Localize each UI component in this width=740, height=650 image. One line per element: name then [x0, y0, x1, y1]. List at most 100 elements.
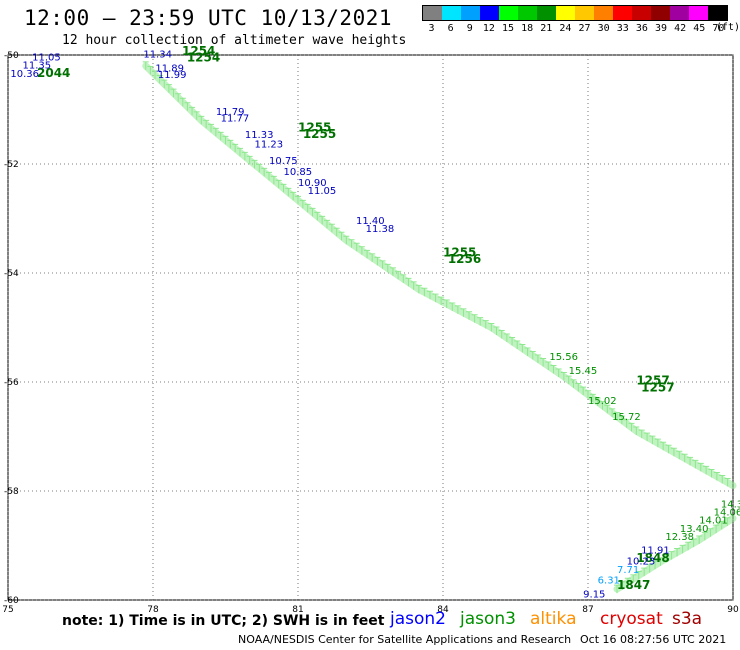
track-marker	[696, 535, 703, 545]
track-marker	[630, 574, 637, 583]
time-label: 2044	[37, 66, 70, 80]
track-marker	[609, 408, 616, 417]
x-tick-label: 87	[582, 605, 593, 615]
track-marker	[241, 151, 248, 161]
track-marker	[718, 521, 725, 530]
swh-value-label: 11.38	[366, 224, 395, 235]
swh-value-label: 6.31	[598, 576, 620, 587]
track-marker	[585, 390, 591, 399]
swh-value-label: 15.45	[569, 366, 598, 377]
track-marker	[560, 372, 567, 381]
track-marker	[670, 447, 677, 457]
x-tick-label: 90	[727, 605, 739, 615]
legend-swatch	[461, 6, 480, 20]
time-label: 1257	[641, 380, 674, 394]
y-tick-label: -60	[4, 596, 19, 606]
track-marker	[443, 299, 450, 309]
swh-value-label: 10.36	[10, 69, 39, 80]
track-marker	[713, 524, 720, 534]
track-marker	[251, 159, 258, 169]
y-tick-label: -52	[4, 160, 19, 170]
track-marker	[604, 404, 611, 414]
legend-label: 30	[597, 23, 610, 34]
swh-value-label: 15.02	[588, 396, 617, 407]
track-marker	[599, 401, 606, 410]
plot-frame	[7, 54, 734, 601]
legend-swatch	[442, 6, 461, 20]
swh-value-label: 11.05	[308, 186, 337, 197]
track-marker	[426, 290, 433, 300]
track-marker	[189, 106, 196, 116]
track-marker	[676, 450, 683, 460]
track-marker	[644, 432, 651, 442]
legend-label: 24	[559, 23, 572, 34]
time-label: 1254	[182, 44, 215, 58]
track-marker	[708, 468, 715, 478]
track-marker	[379, 260, 386, 269]
legend-swatches	[422, 5, 728, 21]
satellite-jason3-label: jason3	[460, 609, 516, 629]
legend-label: 15	[502, 23, 515, 34]
track-marker	[165, 84, 172, 93]
track-marker	[179, 97, 186, 107]
track-marker	[668, 551, 675, 560]
track-marker	[338, 231, 345, 241]
legend-swatch	[594, 6, 613, 20]
y-tick-label: -56	[4, 378, 19, 388]
track-marker	[170, 88, 177, 98]
swh-value-label: 11.05	[32, 52, 61, 63]
legend-swatch	[518, 6, 537, 20]
swh-value-label: 12.38	[665, 532, 694, 543]
track-marker	[309, 207, 316, 217]
track-marker	[713, 471, 720, 481]
track-marker	[719, 474, 726, 484]
legend-label: 21	[540, 23, 553, 34]
track-marker	[649, 435, 656, 445]
legend-swatch	[651, 6, 670, 20]
track-marker	[663, 554, 670, 563]
x-tick-label: 75	[2, 605, 13, 615]
track-marker	[652, 560, 659, 570]
legend-swatch	[613, 6, 632, 20]
legend-label: 42	[674, 23, 687, 34]
track-marker	[674, 548, 681, 557]
track-marker	[635, 570, 642, 580]
track-marker	[724, 478, 731, 487]
track-marker	[348, 239, 355, 248]
track-marker	[438, 296, 445, 306]
track-marker	[488, 323, 495, 332]
legend-labels: 3 6 9 12 15 18 21 24 27 30 33 36 39 42 45 70	[422, 23, 728, 34]
legend-swatch	[556, 6, 575, 20]
track-marker	[614, 412, 620, 421]
track-marker	[212, 127, 219, 137]
track-marker	[681, 453, 688, 463]
swh-value-label: 11.40	[356, 216, 385, 227]
satellite-altika-label: altika	[530, 609, 577, 629]
legend-swatch	[423, 6, 442, 20]
legend-label: 45	[693, 23, 706, 34]
time-label: 1254	[187, 51, 220, 65]
track-marker	[285, 187, 292, 197]
track-marker	[232, 143, 239, 153]
track-marker	[707, 528, 714, 537]
track-marker	[266, 171, 272, 181]
swh-value-label: 10.23	[627, 557, 656, 568]
track-marker	[685, 541, 692, 551]
track-marker	[703, 465, 710, 475]
track-marker	[477, 317, 484, 326]
legend-label: 6	[447, 23, 454, 34]
track-marker	[415, 284, 422, 294]
time-label: 1255	[298, 120, 331, 134]
swh-value-label: 10.85	[284, 167, 313, 178]
y-tick-label: -58	[4, 487, 19, 497]
legend-label: 36	[635, 23, 648, 34]
track-marker	[555, 368, 562, 378]
track-marker	[646, 564, 653, 573]
swh-value-label: 14.06	[714, 508, 740, 519]
x-tick-label: 81	[292, 605, 303, 615]
swh-value-label: 11.79	[216, 107, 245, 118]
legend-swatch	[480, 6, 499, 20]
track-marker	[580, 386, 587, 396]
y-tick-label: -50	[4, 51, 19, 61]
legend-swatch	[670, 6, 689, 20]
